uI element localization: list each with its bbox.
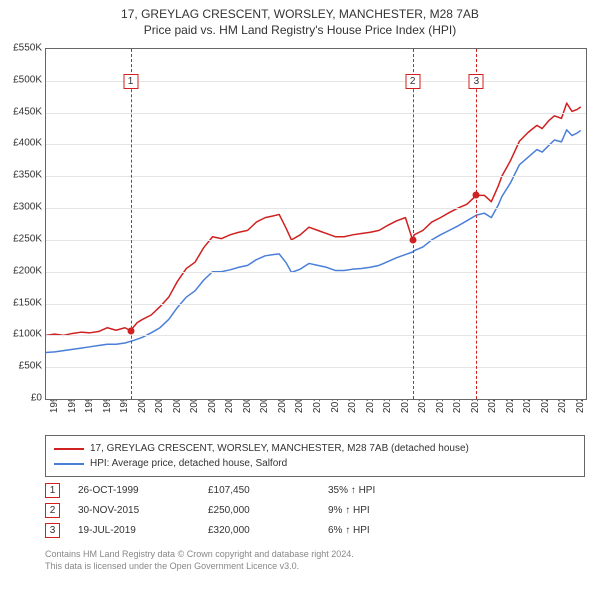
transaction-marker-box: 3 <box>469 74 484 89</box>
transaction-row-marker: 1 <box>45 483 60 498</box>
legend-swatch-property <box>54 448 84 450</box>
transaction-row-marker: 2 <box>45 503 60 518</box>
footer-line-2: This data is licensed under the Open Gov… <box>45 560 354 572</box>
title-line-2: Price paid vs. HM Land Registry's House … <box>0 22 600 38</box>
ytick-label: £450K <box>4 106 42 117</box>
gridline-h <box>46 240 586 241</box>
footer: Contains HM Land Registry data © Crown c… <box>45 548 354 572</box>
chart-container: 17, GREYLAG CRESCENT, WORSLEY, MANCHESTE… <box>0 0 600 590</box>
ytick-label: £500K <box>4 74 42 85</box>
chart-svg <box>46 49 586 399</box>
transaction-row-price: £250,000 <box>208 505 328 516</box>
ytick-label: £300K <box>4 202 42 213</box>
transaction-row: 2 30-NOV-2015£250,0009% ↑ HPI <box>45 500 585 520</box>
transaction-vline <box>413 49 414 399</box>
legend-text-property: 17, GREYLAG CRESCENT, WORSLEY, MANCHESTE… <box>90 441 469 456</box>
transaction-row-date: 26-OCT-1999 <box>78 485 208 496</box>
ytick-label: £100K <box>4 329 42 340</box>
transaction-point <box>473 192 480 199</box>
footer-line-1: Contains HM Land Registry data © Crown c… <box>45 548 354 560</box>
plot-area: 1 2 3 <box>45 48 587 400</box>
ytick-label: £400K <box>4 138 42 149</box>
transaction-row-marker: 3 <box>45 523 60 538</box>
transaction-marker-box: 1 <box>123 74 138 89</box>
ytick-label: £350K <box>4 170 42 181</box>
transaction-row-price: £320,000 <box>208 525 328 536</box>
transaction-point <box>409 236 416 243</box>
transaction-row-date: 19-JUL-2019 <box>78 525 208 536</box>
transactions-table: 1 26-OCT-1999£107,45035% ↑ HPI 2 30-NOV-201… <box>45 480 585 540</box>
title-block: 17, GREYLAG CRESCENT, WORSLEY, MANCHESTE… <box>0 0 600 38</box>
gridline-h <box>46 208 586 209</box>
transaction-row: 1 26-OCT-1999£107,45035% ↑ HPI <box>45 480 585 500</box>
legend-swatch-hpi <box>54 463 84 465</box>
series-hpi <box>46 130 581 353</box>
legend-item-hpi: HPI: Average price, detached house, Salf… <box>54 456 576 471</box>
ytick-label: £250K <box>4 233 42 244</box>
transaction-row-diff: 6% ↑ HPI <box>328 525 448 536</box>
legend-item-property: 17, GREYLAG CRESCENT, WORSLEY, MANCHESTE… <box>54 441 576 456</box>
gridline-h <box>46 272 586 273</box>
gridline-h <box>46 113 586 114</box>
ytick-label: £150K <box>4 297 42 308</box>
gridline-h <box>46 144 586 145</box>
ytick-label: £50K <box>4 361 42 372</box>
legend-text-hpi: HPI: Average price, detached house, Salf… <box>90 456 287 471</box>
gridline-h <box>46 335 586 336</box>
transaction-row-diff: 9% ↑ HPI <box>328 505 448 516</box>
transaction-row-price: £107,450 <box>208 485 328 496</box>
gridline-h <box>46 367 586 368</box>
legend: 17, GREYLAG CRESCENT, WORSLEY, MANCHESTE… <box>45 435 585 477</box>
series-property <box>46 103 581 335</box>
ytick-label: £200K <box>4 265 42 276</box>
transaction-row-date: 30-NOV-2015 <box>78 505 208 516</box>
transaction-row: 3 19-JUL-2019£320,0006% ↑ HPI <box>45 520 585 540</box>
transaction-row-diff: 35% ↑ HPI <box>328 485 448 496</box>
transaction-vline <box>476 49 477 399</box>
gridline-h <box>46 304 586 305</box>
title-line-1: 17, GREYLAG CRESCENT, WORSLEY, MANCHESTE… <box>0 6 600 22</box>
ytick-label: £0 <box>4 393 42 404</box>
transaction-vline <box>131 49 132 399</box>
transaction-marker-box: 2 <box>405 74 420 89</box>
gridline-h <box>46 176 586 177</box>
ytick-label: £550K <box>4 43 42 54</box>
transaction-point <box>127 327 134 334</box>
